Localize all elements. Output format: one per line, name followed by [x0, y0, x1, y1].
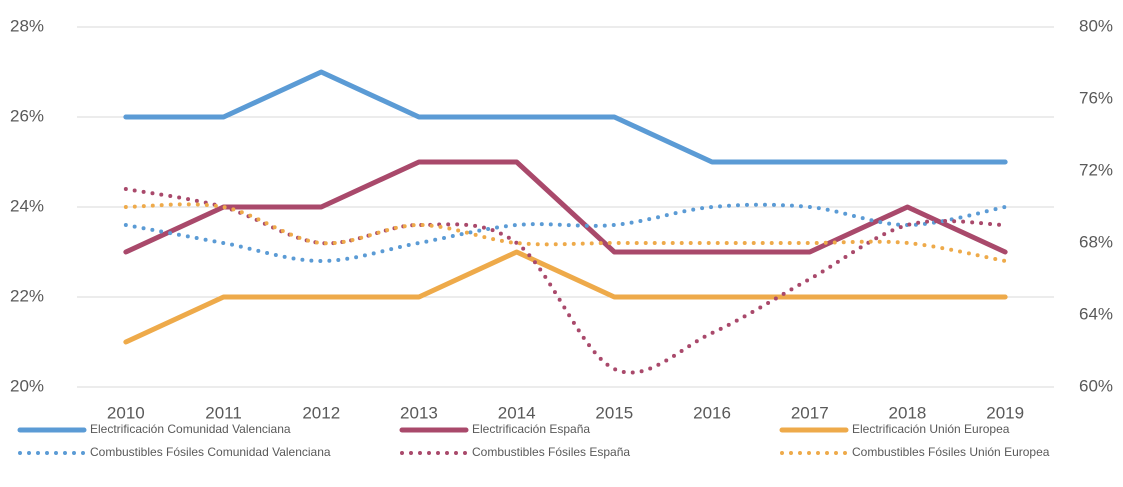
legend-label: Electrificación España	[472, 422, 590, 436]
series-line	[123, 69, 1008, 165]
y-tick-label: 24%	[10, 196, 44, 215]
y2-tick-label: 72%	[1079, 160, 1113, 179]
x-tick-label: 2012	[302, 403, 340, 422]
x-tick-label: 2011	[205, 403, 242, 422]
x-tick-label: 2010	[107, 403, 145, 422]
legend-label: Combustibles Fósiles Comunidad Valencian…	[90, 445, 331, 459]
x-tick-label: 2016	[693, 403, 731, 422]
y2-tick-label: 68%	[1079, 232, 1113, 251]
legend-label: Electrificación Unión Europea	[852, 422, 1010, 436]
series-line	[123, 202, 1008, 263]
x-tick-label: 2019	[986, 403, 1024, 422]
legend-label: Combustibles Fósiles España	[472, 445, 630, 459]
y-tick-label: 20%	[10, 376, 44, 395]
y-tick-label: 26%	[10, 106, 44, 125]
series-line	[123, 202, 1008, 263]
x-tick-label: 2015	[595, 403, 633, 422]
y2-tick-label: 64%	[1079, 304, 1113, 323]
y2-tick-label: 80%	[1079, 16, 1113, 35]
x-tick-label: 2017	[791, 403, 829, 422]
y2-tick-label: 60%	[1079, 376, 1113, 395]
legend-label: Combustibles Fósiles Unión Europea	[852, 445, 1050, 459]
series-line	[123, 249, 1008, 345]
series-line	[123, 187, 1008, 375]
series-line	[123, 159, 1008, 255]
y-tick-label: 22%	[10, 286, 44, 305]
y2-tick-label: 76%	[1079, 88, 1113, 107]
legend-label: Electrificación Comunidad Valenciana	[90, 422, 291, 436]
x-tick-label: 2013	[400, 403, 438, 422]
y-tick-label: 28%	[10, 16, 44, 35]
x-tick-label: 2014	[498, 403, 536, 422]
x-tick-label: 2018	[889, 403, 927, 422]
